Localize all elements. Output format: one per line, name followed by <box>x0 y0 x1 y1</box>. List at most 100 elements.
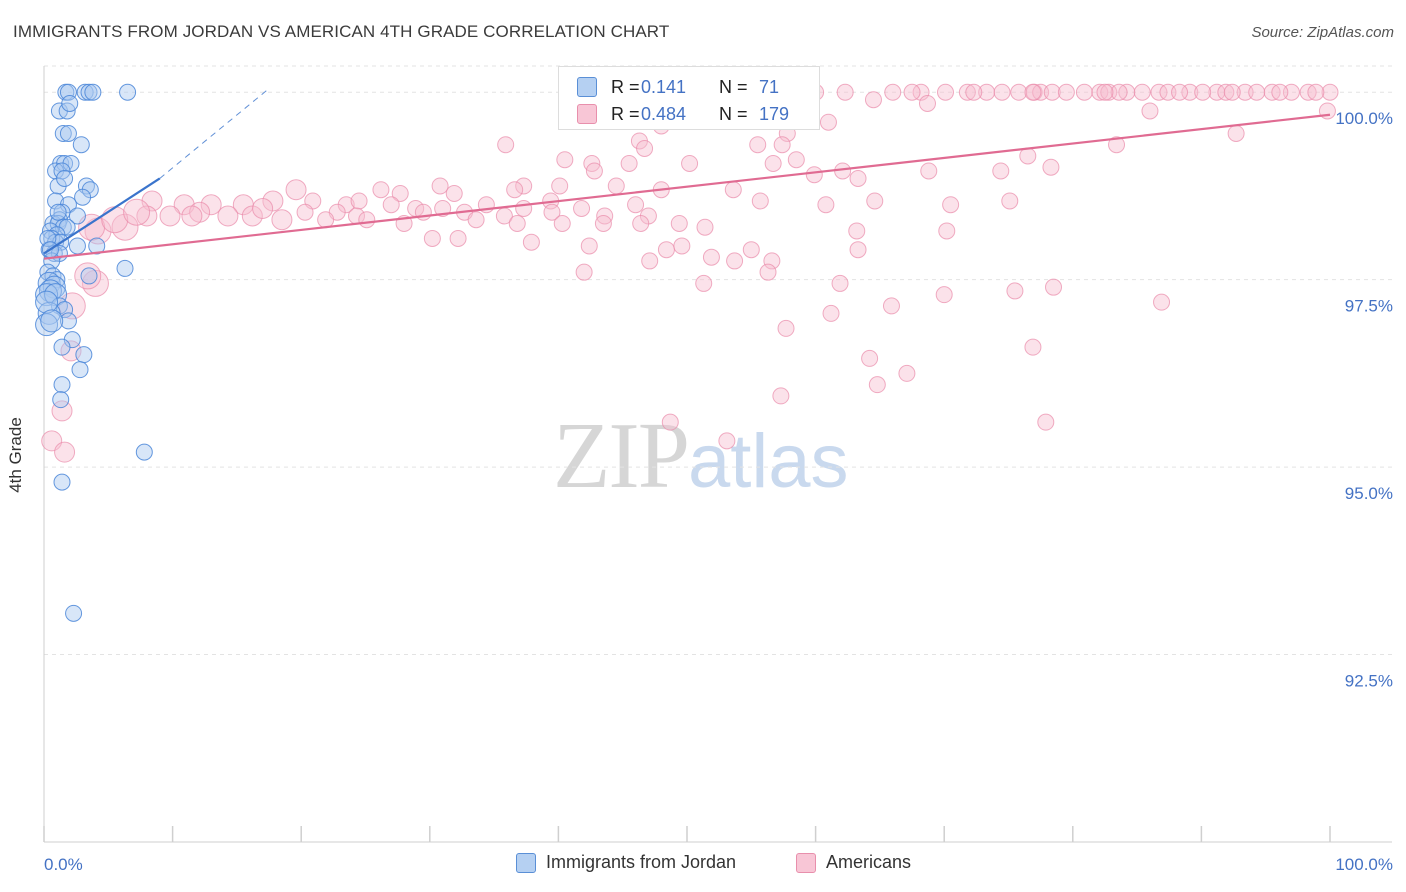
americans-point <box>1194 83 1212 101</box>
americans-swatch <box>577 104 597 124</box>
y-tick-label: 97.5% <box>1345 297 1393 316</box>
americans-point <box>805 166 823 184</box>
jordan-point <box>54 124 72 142</box>
americans-point <box>978 83 996 101</box>
americans-point <box>918 94 936 112</box>
jordan-point <box>75 346 93 364</box>
americans-r-value: 0.484 <box>641 103 687 124</box>
y-tick-label: 95.0% <box>1345 484 1393 503</box>
jordan-point <box>84 83 102 101</box>
americans-point <box>1057 83 1075 101</box>
legend-row-jordan: R = 0.141 N = 71 <box>577 74 779 100</box>
americans-point <box>817 196 835 214</box>
americans-point <box>724 181 742 199</box>
americans-point <box>1171 83 1189 101</box>
n-label: N = <box>719 103 748 124</box>
americans-point <box>1321 83 1339 101</box>
jordan-point <box>49 203 67 221</box>
legend-item-jordan[interactable]: Immigrants from Jordan <box>516 852 736 873</box>
americans-point <box>217 205 239 227</box>
americans-point <box>884 83 902 101</box>
americans-point <box>553 214 571 232</box>
americans-point <box>819 113 837 131</box>
americans-point <box>358 211 376 229</box>
americans-point <box>506 181 524 199</box>
americans-point <box>787 151 805 169</box>
americans-point <box>866 192 884 210</box>
americans-trend-line <box>43 113 1331 260</box>
americans-point <box>1037 413 1055 431</box>
americans-point <box>763 252 781 270</box>
americans-point <box>181 205 203 227</box>
watermark-zip: ZIP <box>553 404 690 508</box>
americans-point <box>1110 83 1128 101</box>
jordan-point <box>59 124 77 142</box>
americans-point <box>935 286 953 304</box>
americans-point <box>350 192 368 210</box>
trend-lines <box>43 88 1331 260</box>
americans-point <box>759 263 777 281</box>
jordan-point <box>135 443 153 461</box>
americans-point <box>938 222 956 240</box>
americans-point <box>831 274 849 292</box>
americans-point <box>252 197 274 219</box>
americans-point <box>673 237 691 255</box>
chart-title: IMMIGRANTS FROM JORDAN VS AMERICAN 4TH G… <box>13 22 670 41</box>
n-label: N = <box>719 76 748 97</box>
americans-point <box>515 199 533 217</box>
americans-point <box>627 196 645 214</box>
americans-point <box>508 214 526 232</box>
americans-point <box>54 441 76 463</box>
americans-point <box>1150 83 1168 101</box>
americans-point <box>751 192 769 210</box>
americans-point <box>434 199 452 217</box>
y-tick-label: 100.0% <box>1335 109 1393 128</box>
series-legend: Immigrants from Jordan Americans <box>0 852 1406 878</box>
americans-point <box>585 162 603 180</box>
americans-point <box>200 194 222 216</box>
jordan-point <box>65 604 83 622</box>
jordan-swatch <box>577 77 597 97</box>
jordan-trend-extension <box>159 88 270 179</box>
americans-point <box>965 83 983 101</box>
americans-point <box>936 83 954 101</box>
americans-point <box>136 205 158 227</box>
americans-point <box>1271 83 1289 101</box>
grid-lines <box>44 65 1392 656</box>
americans-point <box>681 154 699 172</box>
americans-point <box>1133 83 1151 101</box>
americans-point <box>1091 83 1109 101</box>
americans-point <box>1217 83 1235 101</box>
americans-point <box>1043 83 1061 101</box>
americans-point <box>632 214 650 232</box>
jordan-legend-swatch <box>516 852 536 873</box>
legend-item-americans[interactable]: Americans <box>796 852 911 873</box>
americans-legend-swatch <box>796 852 816 873</box>
jordan-point <box>71 361 89 379</box>
americans-point <box>958 83 976 101</box>
x-tick-label-min: 0.0% <box>44 855 83 874</box>
americans-point <box>1042 158 1060 176</box>
americans-point <box>445 184 463 202</box>
jordan-points <box>35 83 153 622</box>
americans-point <box>822 304 840 322</box>
jordan-point <box>72 136 90 154</box>
jordan-point <box>53 338 71 356</box>
jordan-point <box>68 207 86 225</box>
americans-point <box>1227 124 1245 142</box>
r-label: R = <box>611 103 640 124</box>
source-credit: Source: ZipAtlas.com <box>1251 24 1394 41</box>
jordan-point <box>52 391 70 409</box>
americans-point <box>285 179 307 201</box>
americans-point <box>718 432 736 450</box>
americans-point <box>423 229 441 247</box>
americans-point <box>670 214 688 232</box>
jordan-point <box>119 83 137 101</box>
americans-point <box>543 203 561 221</box>
americans-point <box>641 252 659 270</box>
americans-point <box>882 297 900 315</box>
americans-point <box>749 136 767 154</box>
americans-point <box>391 184 409 202</box>
y-tick-label: 92.5% <box>1345 672 1393 691</box>
americans-point <box>836 83 854 101</box>
